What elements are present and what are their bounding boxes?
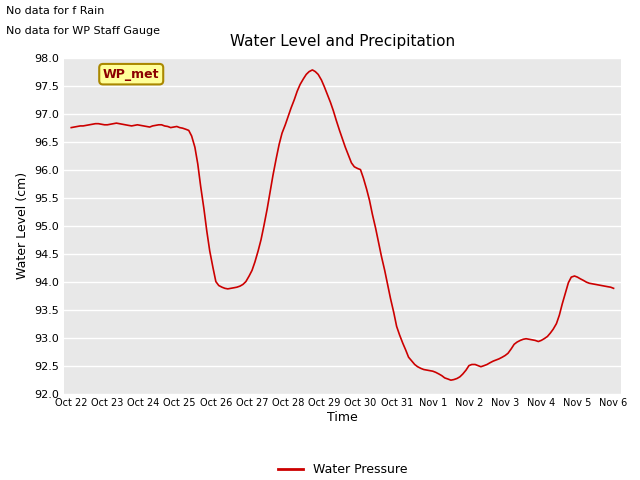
- Text: No data for f Rain: No data for f Rain: [6, 6, 105, 16]
- Y-axis label: Water Level (cm): Water Level (cm): [16, 172, 29, 279]
- X-axis label: Time: Time: [327, 411, 358, 424]
- Title: Water Level and Precipitation: Water Level and Precipitation: [230, 35, 455, 49]
- Text: No data for WP Staff Gauge: No data for WP Staff Gauge: [6, 25, 161, 36]
- Text: WP_met: WP_met: [103, 68, 159, 81]
- Legend: Water Pressure: Water Pressure: [273, 458, 412, 480]
